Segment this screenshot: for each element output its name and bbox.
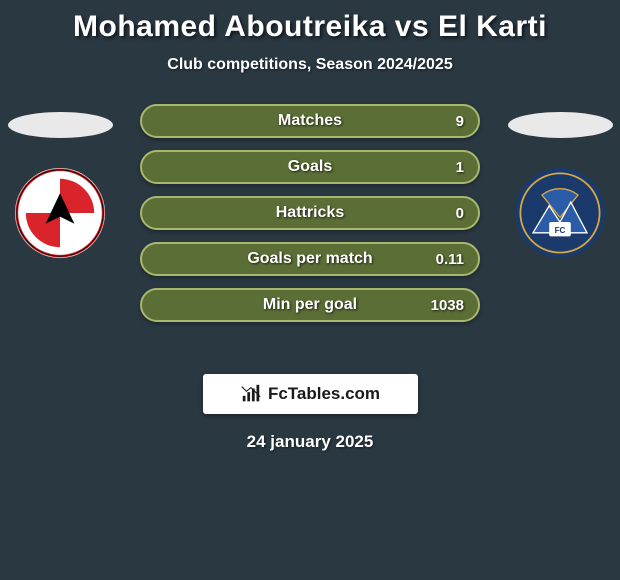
player-right-oval <box>508 112 613 138</box>
club-badge-right: FC <box>515 168 605 258</box>
brand-text: FcTables.com <box>268 384 380 404</box>
stat-value-right: 1 <box>456 159 464 176</box>
stat-label: Matches <box>142 112 478 130</box>
stat-value-right: 0.11 <box>436 251 464 268</box>
stat-value-right: 9 <box>456 113 464 130</box>
player-left-column <box>0 104 120 258</box>
svg-text:FC: FC <box>555 226 566 235</box>
brand-box: FcTables.com <box>203 374 418 414</box>
pyramids-crest-icon: FC <box>515 168 605 258</box>
stat-row: Matches9 <box>140 104 480 138</box>
page-subtitle: Club competitions, Season 2024/2025 <box>0 56 620 74</box>
stat-row: Hattricks0 <box>140 196 480 230</box>
bar-chart-icon <box>240 383 262 405</box>
stat-row: Min per goal1038 <box>140 288 480 322</box>
stat-row: Goals1 <box>140 150 480 184</box>
player-left-oval <box>8 112 113 138</box>
player-right-column: FC <box>500 104 620 258</box>
comparison-area: FC Matches9 Goals1 Hattricks0 Goals per mat… <box>0 104 620 354</box>
stats-list: Matches9Goals1Hattricks0Goals per match0… <box>140 104 480 334</box>
stat-value-right: 0 <box>456 205 464 222</box>
stat-row: Goals per match0.11 <box>140 242 480 276</box>
stat-value-right: 1038 <box>431 297 464 314</box>
al-ahly-crest-icon <box>15 168 105 258</box>
card-container: Mohamed Aboutreika vs El Karti Club comp… <box>0 0 620 452</box>
stat-label: Hattricks <box>142 204 478 222</box>
club-badge-left <box>15 168 105 258</box>
stat-label: Goals per match <box>142 250 478 268</box>
page-title: Mohamed Aboutreika vs El Karti <box>0 10 620 44</box>
date-text: 24 january 2025 <box>0 432 620 452</box>
stat-label: Min per goal <box>142 296 478 314</box>
stat-label: Goals <box>142 158 478 176</box>
